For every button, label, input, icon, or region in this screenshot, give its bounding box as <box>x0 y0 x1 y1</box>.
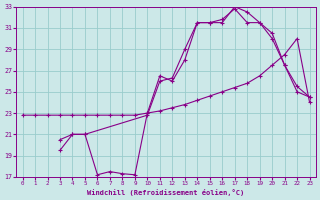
X-axis label: Windchill (Refroidissement éolien,°C): Windchill (Refroidissement éolien,°C) <box>87 189 245 196</box>
